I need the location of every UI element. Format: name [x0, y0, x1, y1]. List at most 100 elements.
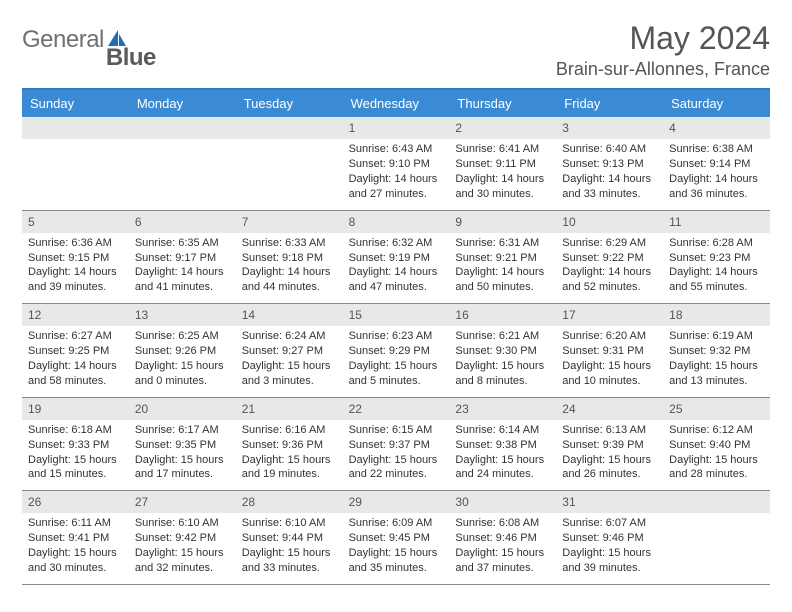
sunrise-line: Sunrise: 6:20 AM [562, 329, 657, 344]
daylight-line: Daylight: 15 hours and 19 minutes. [242, 453, 337, 483]
sunrise-line: Sunrise: 6:43 AM [349, 142, 444, 157]
day-number: 28 [236, 491, 343, 513]
calendar-cell: 19Sunrise: 6:18 AMSunset: 9:33 PMDayligh… [22, 398, 129, 492]
sunset-line: Sunset: 9:33 PM [28, 438, 123, 453]
sunrise-line: Sunrise: 6:14 AM [455, 423, 550, 438]
sunrise-line: Sunrise: 6:17 AM [135, 423, 230, 438]
calendar-cell: 5Sunrise: 6:36 AMSunset: 9:15 PMDaylight… [22, 211, 129, 305]
daylight-line: Daylight: 14 hours and 47 minutes. [349, 265, 444, 295]
sunrise-line: Sunrise: 6:29 AM [562, 236, 657, 251]
calendar-cell: 17Sunrise: 6:20 AMSunset: 9:31 PMDayligh… [556, 304, 663, 398]
daylight-line: Daylight: 15 hours and 13 minutes. [669, 359, 764, 389]
sunrise-line: Sunrise: 6:07 AM [562, 516, 657, 531]
day-number: 15 [343, 304, 450, 326]
sunset-line: Sunset: 9:36 PM [242, 438, 337, 453]
sunset-line: Sunset: 9:38 PM [455, 438, 550, 453]
calendar-cell: 12Sunrise: 6:27 AMSunset: 9:25 PMDayligh… [22, 304, 129, 398]
sunrise-line: Sunrise: 6:41 AM [455, 142, 550, 157]
day-number: 4 [663, 117, 770, 139]
sunset-line: Sunset: 9:44 PM [242, 531, 337, 546]
logo-text: General [22, 26, 104, 54]
calendar-cell: 8 Sunrise: 6:32 AMSunset: 9:19 PMDaylight… [343, 211, 450, 305]
calendar-cell-empty [129, 117, 236, 211]
daylight-line: Daylight: 14 hours and 44 minutes. [242, 265, 337, 295]
sunset-line: Sunset: 9:30 PM [455, 344, 550, 359]
title-block: May 2024 Brain-sur-Allonnes, France [556, 20, 770, 80]
sunrise-line: Sunrise: 6:18 AM [28, 423, 123, 438]
sunrise-line: Sunrise: 6:35 AM [135, 236, 230, 251]
sunset-line: Sunset: 9:29 PM [349, 344, 444, 359]
daylight-line: Daylight: 15 hours and 17 minutes. [135, 453, 230, 483]
calendar-cell: 22Sunrise: 6:15 AMSunset: 9:37 PMDayligh… [343, 398, 450, 492]
sunset-line: Sunset: 9:41 PM [28, 531, 123, 546]
sunrise-line: Sunrise: 6:19 AM [669, 329, 764, 344]
sunrise-line: Sunrise: 6:08 AM [455, 516, 550, 531]
month-title: May 2024 [556, 20, 770, 57]
daylight-line: Daylight: 15 hours and 37 minutes. [455, 546, 550, 576]
daylight-line: Daylight: 15 hours and 33 minutes. [242, 546, 337, 576]
calendar-cell: 31Sunrise: 6:07 AMSunset: 9:46 PMDayligh… [556, 491, 663, 585]
calendar-cell-empty [236, 117, 343, 211]
sunrise-line: Sunrise: 6:15 AM [349, 423, 444, 438]
day-number: 16 [449, 304, 556, 326]
sunrise-line: Sunrise: 6:25 AM [135, 329, 230, 344]
sunset-line: Sunset: 9:18 PM [242, 251, 337, 266]
calendar-cell: 15Sunrise: 6:23 AMSunset: 9:29 PMDayligh… [343, 304, 450, 398]
sunset-line: Sunset: 9:40 PM [669, 438, 764, 453]
sunset-line: Sunset: 9:19 PM [349, 251, 444, 266]
day-number: 29 [343, 491, 450, 513]
calendar-cell: 9Sunrise: 6:31 AMSunset: 9:21 PMDaylight… [449, 211, 556, 305]
calendar-cell: 26Sunrise: 6:11 AMSunset: 9:41 PMDayligh… [22, 491, 129, 585]
day-number: 18 [663, 304, 770, 326]
sunset-line: Sunset: 9:14 PM [669, 157, 764, 172]
sunrise-line: Sunrise: 6:16 AM [242, 423, 337, 438]
daylight-line: Daylight: 14 hours and 55 minutes. [669, 265, 764, 295]
sunset-line: Sunset: 9:13 PM [562, 157, 657, 172]
calendar-cell: 7Sunrise: 6:33 AMSunset: 9:18 PMDaylight… [236, 211, 343, 305]
daylight-line: Daylight: 15 hours and 26 minutes. [562, 453, 657, 483]
sunset-line: Sunset: 9:15 PM [28, 251, 123, 266]
calendar-cell: 2Sunrise: 6:41 AMSunset: 9:11 PMDaylight… [449, 117, 556, 211]
day-number [663, 491, 770, 513]
day-number: 31 [556, 491, 663, 513]
day-number [22, 117, 129, 139]
calendar-cell: 29Sunrise: 6:09 AMSunset: 9:45 PMDayligh… [343, 491, 450, 585]
sunrise-line: Sunrise: 6:24 AM [242, 329, 337, 344]
logo: General Blue [22, 26, 156, 54]
sunset-line: Sunset: 9:42 PM [135, 531, 230, 546]
calendar-cell: 24 Sunrise: 6:13 AMSunset: 9:39 PMDayligh… [556, 398, 663, 492]
day-number: 9 [449, 211, 556, 233]
sunrise-line: Sunrise: 6:40 AM [562, 142, 657, 157]
sunset-line: Sunset: 9:10 PM [349, 157, 444, 172]
sunset-line: Sunset: 9:39 PM [562, 438, 657, 453]
calendar-cell: 20Sunrise: 6:17 AMSunset: 9:35 PMDayligh… [129, 398, 236, 492]
day-number: 24 [556, 398, 663, 420]
location-label: Brain-sur-Allonnes, France [556, 59, 770, 80]
sunset-line: Sunset: 9:11 PM [455, 157, 550, 172]
logo-text-suffix: Blue [106, 44, 156, 71]
weekday-header: Monday [129, 90, 236, 117]
sunrise-line: Sunrise: 6:32 AM [349, 236, 444, 251]
calendar-cell: 25Sunrise: 6:12 AMSunset: 9:40 PMDayligh… [663, 398, 770, 492]
sunset-line: Sunset: 9:32 PM [669, 344, 764, 359]
day-number: 25 [663, 398, 770, 420]
day-number: 12 [22, 304, 129, 326]
day-number: 6 [129, 211, 236, 233]
sunrise-line: Sunrise: 6:23 AM [349, 329, 444, 344]
calendar-cell: 13Sunrise: 6:25 AMSunset: 9:26 PMDayligh… [129, 304, 236, 398]
daylight-line: Daylight: 15 hours and 15 minutes. [28, 453, 123, 483]
daylight-line: Daylight: 15 hours and 39 minutes. [562, 546, 657, 576]
logo-text-suffix-wrap: Blue [130, 26, 156, 54]
day-number: 5 [22, 211, 129, 233]
sunrise-line: Sunrise: 6:13 AM [562, 423, 657, 438]
calendar-cell: 21Sunrise: 6:16 AMSunset: 9:36 PMDayligh… [236, 398, 343, 492]
day-number: 3 [556, 117, 663, 139]
sunset-line: Sunset: 9:21 PM [455, 251, 550, 266]
calendar-cell: 14Sunrise: 6:24 AMSunset: 9:27 PMDayligh… [236, 304, 343, 398]
day-number: 23 [449, 398, 556, 420]
sunset-line: Sunset: 9:27 PM [242, 344, 337, 359]
weekday-header: Thursday [449, 90, 556, 117]
daylight-line: Daylight: 15 hours and 8 minutes. [455, 359, 550, 389]
day-number [236, 117, 343, 139]
day-number: 8 [343, 211, 450, 233]
